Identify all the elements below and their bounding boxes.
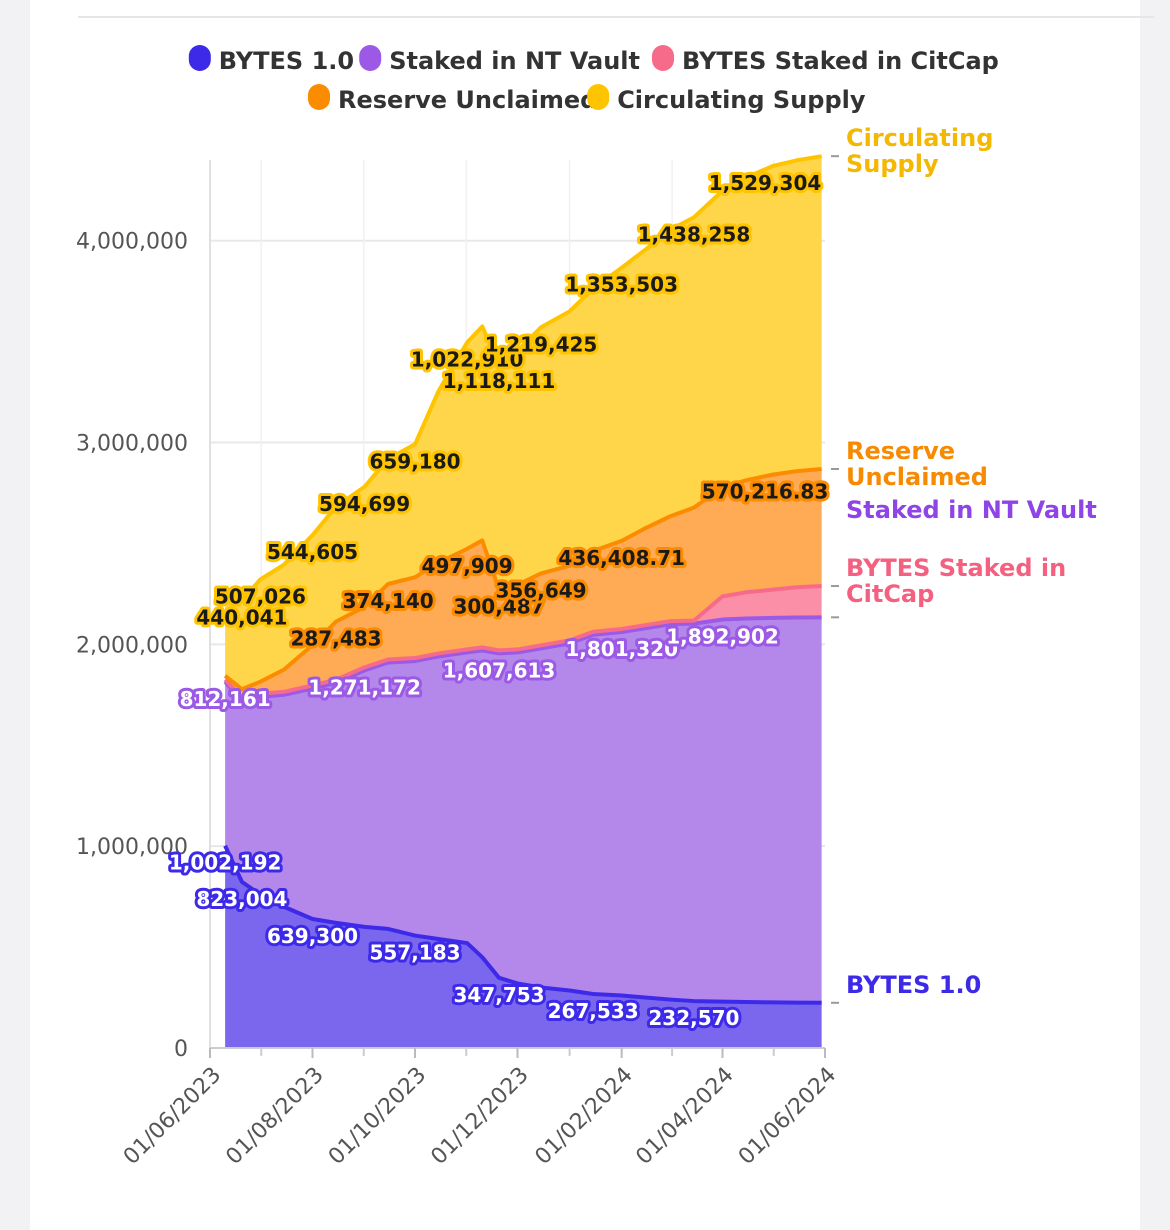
legend-item-staked-in-nt-vault: Staked in NT Vault <box>359 45 640 75</box>
area-bytes-1-0 <box>225 845 822 1048</box>
x-tick-label: 01/12/2023 <box>426 1063 533 1170</box>
data-label-circulating-supply: 659,180 <box>369 449 460 473</box>
legend-item-bytes-staked-in-citcap: BYTES Staked in CitCap <box>652 45 999 75</box>
y-tick-label: 2,000,000 <box>76 633 188 658</box>
x-tick-label: 01/10/2023 <box>324 1063 431 1170</box>
series-lines <box>223 154 822 1005</box>
data-label-reserve-unclaimed: 497,909 <box>422 554 513 578</box>
data-label-reserve-unclaimed: 287,483 <box>290 627 381 651</box>
x-tick-label: 01/06/2023 <box>119 1063 226 1170</box>
legend-swatch <box>652 45 674 71</box>
data-label-circulating-supply: 594,699 <box>319 492 410 516</box>
legend-item-reserve-unclaimed: Reserve Unclaimed <box>308 84 597 114</box>
data-label-staked-in-nt-vault: 1,892,902 <box>666 625 779 649</box>
line-bytes-1-0 <box>223 844 822 1005</box>
x-axis: 01/06/202301/08/202301/10/202301/12/2023… <box>119 1047 841 1170</box>
data-label-circulating-supply: 440,041 <box>196 605 287 629</box>
legend-swatch <box>308 84 330 110</box>
data-label-reserve-unclaimed: 570,216.83 <box>702 480 829 504</box>
area-staked-in-nt-vault <box>225 617 822 1003</box>
data-label-bytes-1-0: 557,183 <box>369 941 460 965</box>
data-label-staked-in-nt-vault: 1,271,172 <box>308 675 421 699</box>
data-label-bytes-1-0: 232,570 <box>648 1006 739 1030</box>
end-label-reserve-unclaimed: Unclaimed <box>846 463 988 491</box>
data-label-bytes-1-0: 347,753 <box>453 983 544 1007</box>
line-circulating-supply <box>224 154 822 603</box>
data-label-staked-in-nt-vault: 1,607,613 <box>443 658 556 682</box>
legend-label: BYTES 1.0 <box>219 47 354 75</box>
end-label-bytes-1-0: BYTES 1.0 <box>846 971 981 999</box>
area-circulating-supply <box>225 156 822 690</box>
end-label-reserve-unclaimed: Reserve <box>846 437 955 465</box>
data-label-reserve-unclaimed: 436,408.71 <box>558 546 685 570</box>
data-label-staked-in-nt-vault: 812,161 <box>180 687 271 711</box>
data-label-reserve-unclaimed: 374,140 <box>343 589 434 613</box>
line-bytes-staked-in-citcap <box>223 584 822 700</box>
x-tick-label: 01/06/2024 <box>734 1063 841 1170</box>
data-label-reserve-unclaimed: 356,649 <box>495 578 586 602</box>
line-reserve-unclaimed <box>223 466 822 692</box>
area-bytes-staked-in-citcap <box>225 586 822 701</box>
legend-item-bytes-1-0: BYTES 1.0 <box>188 45 354 75</box>
data-labels: 1,002,192 823,004 639,300 557,183 347,753267… <box>166 168 831 1033</box>
legend-item-circulating-supply: Circulating Supply <box>587 84 866 114</box>
end-label-circulating-supply: Supply <box>846 150 939 178</box>
legend-label: BYTES Staked in CitCap <box>682 47 999 75</box>
legend-label: Staked in NT Vault <box>389 47 640 75</box>
end-label-bytes-staked-in-citcap: BYTES Staked in <box>846 554 1066 582</box>
data-label-bytes-1-0: 1,002,192 <box>169 851 282 875</box>
data-label-circulating-supply: 1,438,258 <box>638 222 751 246</box>
data-label-bytes-1-0: 267,533 <box>548 999 639 1023</box>
x-tick-label: 01/08/2023 <box>221 1063 328 1170</box>
data-label-reserve-unclaimed: 300,487 <box>453 595 544 619</box>
data-label-circulating-supply: 1,022,910 <box>411 347 524 371</box>
end-label-bytes-staked-in-citcap: CitCap <box>846 580 934 608</box>
top-divider <box>78 16 1154 18</box>
data-label-bytes-1-0: 823,004 <box>196 887 287 911</box>
legend-label: Circulating Supply <box>617 86 866 114</box>
line-staked-in-nt-vault <box>223 615 822 703</box>
data-label-staked-in-nt-vault: 1,801,320 <box>565 637 678 661</box>
y-tick-label: 3,000,000 <box>76 432 188 457</box>
y-tick-label: 1,000,000 <box>76 835 188 860</box>
end-label-circulating-supply: Circulating <box>846 124 993 152</box>
x-tick-label: 01/02/2024 <box>531 1063 638 1170</box>
y-tick-label: 4,000,000 <box>76 230 188 255</box>
legend-swatch <box>359 45 382 71</box>
data-label-circulating-supply: 1,353,503 <box>565 273 678 297</box>
data-label-circulating-supply: 1,529,304 <box>709 171 822 195</box>
data-label-circulating-supply: 507,026 <box>215 584 306 608</box>
end-label-staked-in-nt-vault: Staked in NT Vault <box>846 496 1097 524</box>
x-tick-label: 01/04/2024 <box>631 1063 738 1170</box>
y-tick-label: 0 <box>174 1037 188 1062</box>
data-label-circulating-supply: 1,219,425 <box>485 332 598 356</box>
legend: BYTES 1.0 Staked in NT Vault BYTES Staked … <box>188 45 999 114</box>
y-axis: 0 1,000,000 2,000,000 3,000,000 4,000,000 <box>76 160 211 1062</box>
legend-swatch <box>587 84 610 110</box>
legend-swatch <box>188 45 211 71</box>
data-label-circulating-supply: 544,605 <box>267 540 358 564</box>
data-label-bytes-1-0: 639,300 <box>267 924 358 948</box>
legend-label: Reserve Unclaimed <box>338 86 597 114</box>
data-label-circulating-supply: 1,118,111 <box>443 369 556 393</box>
